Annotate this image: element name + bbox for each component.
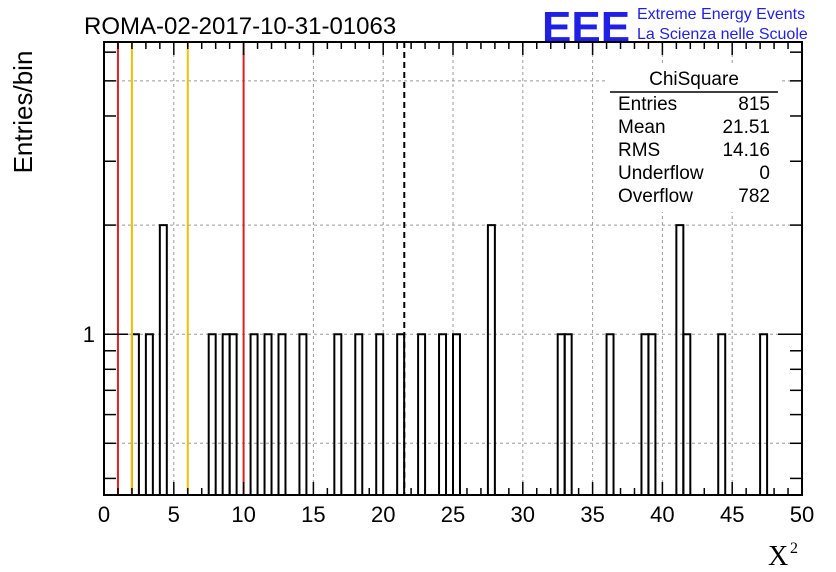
stats-rows: Entries 815 Mean 21.51 RMS 14.16 Underflow 0 Ove… — [618, 94, 770, 207]
x-tick-label: 30 — [511, 502, 535, 527]
histogram-bin — [605, 333, 615, 495]
histogram-bin — [158, 224, 168, 495]
x-tick-labels: 0 5 10 15 20 25 30 35 40 45 50 — [98, 502, 814, 527]
stats-label: Underflow — [618, 163, 704, 184]
stats-title: ChiSquare — [649, 69, 739, 90]
x-tick-label: 50 — [790, 502, 814, 527]
logo-line-1: Extreme Energy Events — [637, 6, 805, 23]
histogram-bin — [640, 333, 650, 495]
histogram-bin — [438, 333, 448, 495]
histogram-bin — [221, 333, 231, 495]
x-tick-label: 5 — [168, 502, 180, 527]
x-tick-label: 35 — [580, 502, 604, 527]
stats-value: 815 — [738, 94, 770, 115]
y-tick-labels: 1 — [83, 322, 95, 347]
y-tick-label: 1 — [83, 322, 95, 347]
x-tick-label: 20 — [371, 502, 395, 527]
histogram-bin — [682, 333, 692, 495]
histogram-bin — [277, 333, 287, 495]
histogram-bin — [452, 333, 461, 495]
histogram-bin — [249, 333, 259, 495]
x-axis-label-superscript: 2 — [790, 540, 798, 557]
stats-box-background — [608, 66, 780, 212]
histogram-bin — [556, 333, 566, 495]
stats-label: Overflow — [618, 186, 693, 207]
axes — [103, 41, 803, 496]
histogram-bin — [207, 333, 217, 495]
x-tick-label: 0 — [98, 502, 110, 527]
histogram-bars — [130, 224, 769, 495]
histogram-bin — [333, 333, 343, 495]
histogram-bin — [298, 333, 308, 495]
chart-title: ROMA-02-2017-10-31-01063 — [84, 13, 396, 40]
histogram-bin — [130, 333, 140, 495]
x-tick-label: 25 — [441, 502, 465, 527]
x-tick-label: 45 — [720, 502, 744, 527]
stats-label: Entries — [618, 94, 677, 115]
stats-value: 21.51 — [722, 117, 770, 138]
stats-value: 0 — [759, 163, 770, 184]
logo-line-2: La Scienza nelle Scuole — [637, 26, 808, 43]
eee-logo: EEE Extreme Energy Events La Scienza nel… — [542, 3, 808, 52]
histogram-bin — [647, 333, 657, 495]
histogram-bin — [675, 224, 685, 495]
histogram-bin — [417, 333, 427, 495]
y-axis-label: Entries/bin — [8, 51, 38, 174]
x-axis-label-main: X — [768, 541, 788, 572]
stats-value: 782 — [738, 186, 770, 207]
x-tick-label: 10 — [231, 502, 255, 527]
stats-label: RMS — [618, 140, 660, 161]
logo-mark: EEE — [542, 3, 630, 52]
x-tick-label: 15 — [301, 502, 325, 527]
histogram-bin — [717, 333, 727, 495]
stats-value: 14.16 — [722, 140, 770, 161]
histogram-bin — [396, 333, 406, 495]
histogram-bin — [486, 224, 496, 495]
stats-label: Mean — [618, 117, 666, 138]
histogram-bin — [144, 333, 154, 495]
histogram-bin — [354, 333, 364, 495]
histogram-bin — [563, 333, 573, 495]
histogram-bin — [759, 333, 769, 495]
histogram-bin — [263, 333, 273, 495]
histogram-bin — [228, 333, 238, 495]
x-tick-label: 40 — [650, 502, 674, 527]
stats-box: ChiSquare Entries 815 Mean 21.51 RMS 14.16 Und… — [608, 66, 780, 212]
x-axis-label: X 2 — [768, 540, 798, 572]
histogram-bin — [375, 333, 385, 495]
reference-lines — [116, 42, 406, 495]
